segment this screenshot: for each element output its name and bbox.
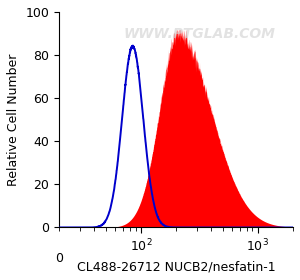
Text: WWW.PTGLAB.COM: WWW.PTGLAB.COM [124, 27, 275, 41]
X-axis label: CL488-26712 NUCB2/nesfatin-1: CL488-26712 NUCB2/nesfatin-1 [77, 260, 275, 273]
Text: 0: 0 [55, 253, 63, 265]
Y-axis label: Relative Cell Number: Relative Cell Number [7, 53, 20, 186]
